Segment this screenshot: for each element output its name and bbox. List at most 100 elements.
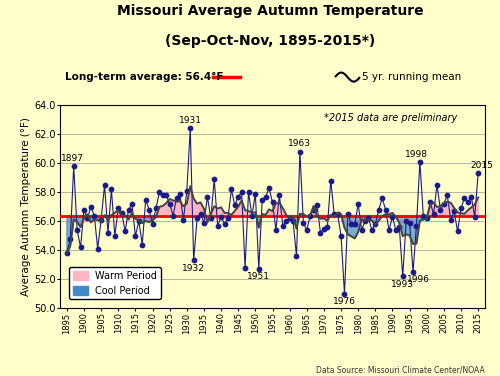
Point xyxy=(252,191,260,197)
Point xyxy=(337,233,345,239)
Point xyxy=(440,201,448,207)
Point xyxy=(87,204,95,210)
Y-axis label: Average Autumn Temperature (°F): Average Autumn Temperature (°F) xyxy=(22,117,32,296)
Point xyxy=(186,126,194,132)
Point xyxy=(162,192,170,198)
Point xyxy=(118,209,126,215)
Point xyxy=(169,212,177,218)
Point xyxy=(286,215,294,221)
Point xyxy=(142,197,150,203)
Point xyxy=(313,202,321,208)
Point xyxy=(210,176,218,182)
Point xyxy=(303,227,311,233)
Point xyxy=(361,218,369,224)
Point xyxy=(422,215,430,221)
Point xyxy=(152,205,160,211)
Point xyxy=(204,194,212,200)
Point xyxy=(97,217,105,223)
Point xyxy=(364,215,372,221)
Point xyxy=(446,217,454,223)
Point xyxy=(228,186,235,193)
Point xyxy=(145,207,153,213)
Point xyxy=(460,195,468,201)
Point xyxy=(200,220,208,226)
Point xyxy=(268,199,276,205)
Text: (Sep-Oct-Nov, 1895-2015*): (Sep-Oct-Nov, 1895-2015*) xyxy=(165,34,375,48)
Point xyxy=(433,182,441,188)
Point xyxy=(402,218,410,224)
Point xyxy=(330,211,338,217)
Point xyxy=(196,211,204,217)
Point xyxy=(128,201,136,207)
Point xyxy=(372,221,380,227)
Text: 1932: 1932 xyxy=(182,264,205,273)
Point xyxy=(348,221,356,227)
Point xyxy=(344,211,352,217)
Point xyxy=(156,189,164,195)
Point xyxy=(382,207,390,213)
Point xyxy=(412,223,420,229)
Text: Missouri Average Autumn Temperature: Missouri Average Autumn Temperature xyxy=(116,4,424,18)
Point xyxy=(255,266,263,272)
Point xyxy=(444,192,452,198)
Point xyxy=(193,215,201,221)
Point xyxy=(90,212,98,218)
Point xyxy=(351,221,359,227)
Point xyxy=(166,201,173,207)
Point xyxy=(104,230,112,236)
Point xyxy=(436,207,444,213)
Text: 1951: 1951 xyxy=(248,272,270,281)
Point xyxy=(324,224,332,230)
Point xyxy=(159,192,167,198)
Point xyxy=(108,186,116,193)
Text: 1931: 1931 xyxy=(178,116,202,125)
Point xyxy=(100,182,108,188)
Point xyxy=(320,226,328,232)
Point xyxy=(392,227,400,233)
Point xyxy=(114,205,122,211)
Point xyxy=(217,214,225,220)
Text: 1996: 1996 xyxy=(406,275,430,284)
Point xyxy=(244,189,252,195)
Point xyxy=(310,207,318,213)
Point xyxy=(224,215,232,221)
Point xyxy=(272,227,280,233)
Point xyxy=(406,220,413,226)
Point xyxy=(474,170,482,176)
Point xyxy=(70,163,78,169)
Text: Long-term average: 56.4°F: Long-term average: 56.4°F xyxy=(65,72,224,82)
Point xyxy=(241,265,249,271)
Text: 1993: 1993 xyxy=(391,280,414,289)
Point xyxy=(84,215,92,221)
Text: 1998: 1998 xyxy=(405,150,428,159)
Point xyxy=(340,291,348,297)
Point xyxy=(248,212,256,218)
Point xyxy=(66,236,74,242)
Point xyxy=(262,194,270,200)
Text: Data Source: Missouri Climate Center/NOAA: Data Source: Missouri Climate Center/NOA… xyxy=(316,365,485,374)
Point xyxy=(430,211,438,217)
Point xyxy=(76,244,84,250)
Point xyxy=(282,218,290,224)
Point xyxy=(148,221,156,227)
Point xyxy=(190,258,198,264)
Point xyxy=(454,229,462,235)
Point xyxy=(183,188,191,194)
Point xyxy=(300,220,308,226)
Point xyxy=(289,218,297,224)
Point xyxy=(457,205,465,211)
Point xyxy=(132,233,140,239)
Point xyxy=(292,253,300,259)
Point xyxy=(176,191,184,197)
Point xyxy=(63,250,71,256)
Point xyxy=(214,223,222,229)
Point xyxy=(135,218,143,224)
Point xyxy=(138,241,146,247)
Point xyxy=(279,223,287,229)
Point xyxy=(358,227,366,233)
Point xyxy=(378,195,386,201)
Point xyxy=(234,194,242,200)
Point xyxy=(368,227,376,233)
Point xyxy=(207,215,215,221)
Point xyxy=(470,214,478,220)
